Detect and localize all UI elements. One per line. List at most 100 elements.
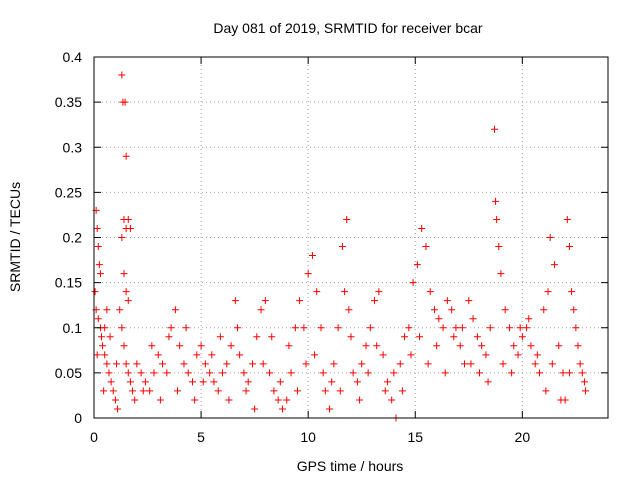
- data-point: [544, 288, 552, 296]
- data-point: [345, 306, 353, 314]
- data-point: [336, 387, 344, 395]
- data-point: [516, 324, 524, 332]
- data-point: [120, 270, 128, 278]
- data-point: [120, 342, 128, 350]
- data-point: [99, 342, 107, 350]
- data-point: [257, 306, 265, 314]
- data-point: [199, 378, 207, 386]
- data-point: [201, 360, 209, 368]
- data-point: [308, 252, 316, 260]
- data-point: [535, 369, 543, 377]
- data-point: [180, 360, 188, 368]
- data-point: [197, 342, 205, 350]
- data-point: [313, 288, 321, 296]
- y-tick-label: 0.05: [55, 365, 82, 381]
- data-point: [94, 243, 102, 251]
- data-point: [236, 351, 244, 359]
- data-point: [490, 125, 498, 133]
- data-point: [118, 71, 126, 79]
- data-point: [266, 369, 274, 377]
- data-point: [405, 324, 413, 332]
- data-point: [426, 288, 434, 296]
- data-point: [159, 360, 167, 368]
- data-point: [118, 324, 126, 332]
- data-point: [100, 387, 108, 395]
- data-point: [126, 224, 134, 232]
- data-point: [91, 288, 99, 296]
- data-point: [137, 369, 145, 377]
- data-point: [388, 396, 396, 404]
- data-point: [396, 360, 404, 368]
- data-point: [523, 324, 531, 332]
- data-point: [304, 270, 312, 278]
- data-point: [456, 342, 464, 350]
- data-point: [383, 378, 391, 386]
- data-point: [223, 360, 231, 368]
- y-tick-labels: 0 0.05 0.1 0.15 0.2 0.25 0.3 0.35 0.4: [55, 49, 82, 426]
- data-point: [150, 369, 158, 377]
- data-point: [124, 369, 132, 377]
- data-point: [450, 333, 458, 341]
- data-point: [478, 342, 486, 350]
- data-point: [167, 324, 175, 332]
- y-tick-label: 0.1: [63, 320, 83, 336]
- data-point: [191, 396, 199, 404]
- data-point: [93, 224, 101, 232]
- data-point: [174, 387, 182, 395]
- data-point: [441, 369, 449, 377]
- data-point: [439, 324, 447, 332]
- data-point: [373, 342, 381, 350]
- y-tick-label: 0.3: [63, 139, 83, 155]
- y-tick-label: 0.15: [55, 275, 82, 291]
- data-point: [568, 288, 576, 296]
- data-point: [116, 306, 124, 314]
- data-point: [493, 215, 501, 223]
- data-point: [409, 279, 417, 287]
- data-point: [518, 333, 526, 341]
- data-point: [184, 369, 192, 377]
- data-point: [578, 369, 586, 377]
- data-point: [533, 351, 541, 359]
- data-point: [473, 333, 481, 341]
- data-point: [418, 224, 426, 232]
- data-point: [353, 378, 361, 386]
- data-point: [214, 387, 222, 395]
- data-point: [156, 396, 164, 404]
- data-point: [291, 324, 299, 332]
- data-point: [148, 342, 156, 350]
- data-point: [107, 378, 115, 386]
- data-point: [413, 261, 421, 269]
- data-point: [401, 333, 409, 341]
- axis-ticks: [93, 56, 608, 419]
- data-point: [550, 261, 558, 269]
- data-point: [559, 369, 567, 377]
- data-point: [508, 369, 516, 377]
- data-point: [525, 315, 533, 323]
- x-tick-label: 15: [407, 429, 423, 445]
- data-point: [326, 405, 334, 413]
- data-point: [114, 405, 122, 413]
- data-point: [244, 378, 252, 386]
- data-point: [540, 306, 548, 314]
- data-point: [122, 288, 130, 296]
- data-point: [465, 297, 473, 305]
- data-point: [274, 396, 282, 404]
- data-point: [268, 333, 276, 341]
- data-point: [555, 342, 563, 350]
- y-tick-label: 0.25: [55, 184, 82, 200]
- data-point: [165, 333, 173, 341]
- data-point: [111, 396, 119, 404]
- data-point: [492, 197, 500, 205]
- data-point: [253, 333, 261, 341]
- data-point: [317, 324, 325, 332]
- y-tick-label: 0.2: [63, 230, 83, 246]
- data-point: [433, 342, 441, 350]
- data-point: [240, 369, 248, 377]
- data-point: [349, 369, 357, 377]
- data-point: [231, 297, 239, 305]
- data-point: [193, 351, 201, 359]
- data-point: [469, 315, 477, 323]
- data-point: [486, 324, 494, 332]
- x-axis-label: GPS time / hours: [297, 458, 404, 474]
- data-point: [334, 324, 342, 332]
